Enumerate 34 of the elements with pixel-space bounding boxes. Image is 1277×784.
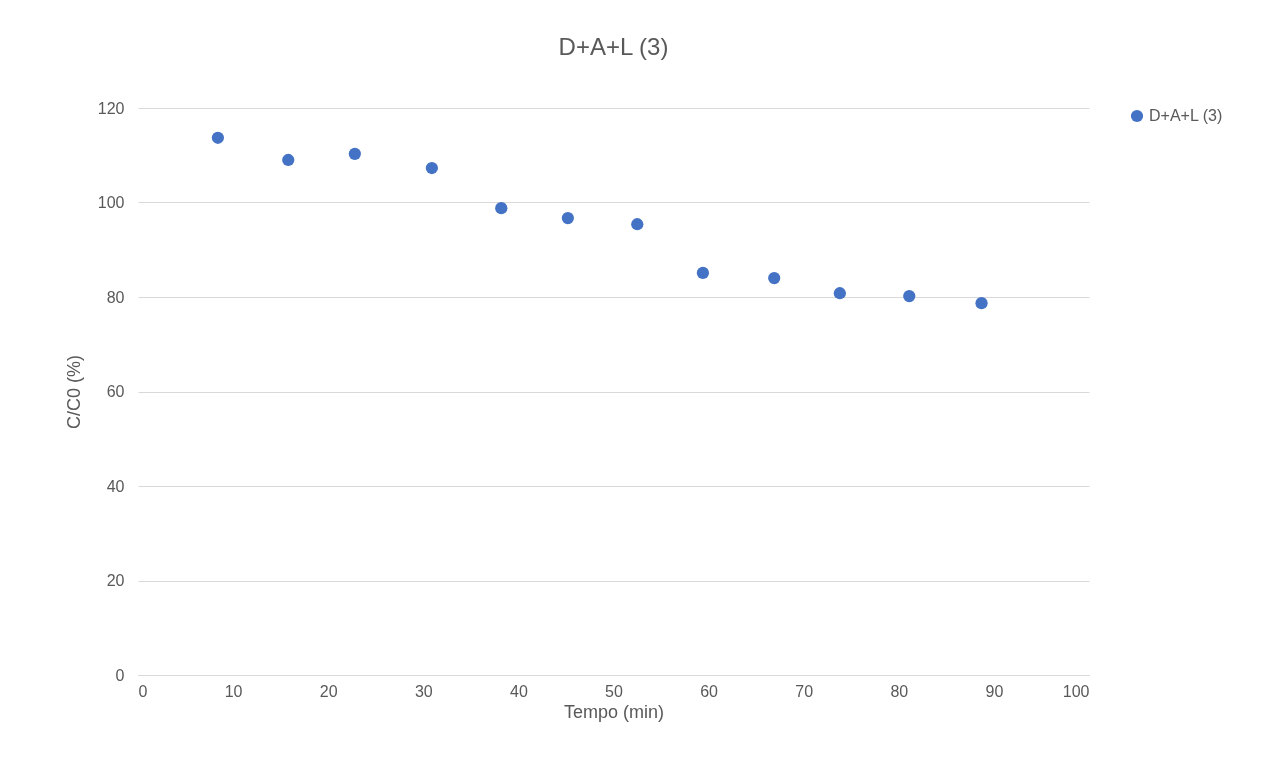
x-tick-label: 80 — [890, 682, 909, 700]
y-tick-label: 40 — [106, 477, 125, 495]
point — [211, 131, 225, 144]
point — [833, 287, 846, 300]
x-tick-label: 20 — [319, 682, 338, 700]
point — [561, 211, 574, 225]
legend-label: D+A+L (3) — [1149, 107, 1223, 124]
point — [631, 218, 644, 231]
y-tick-label: 60 — [106, 383, 125, 400]
point — [425, 161, 438, 175]
point — [975, 297, 988, 310]
point — [696, 266, 710, 280]
y-tick-label: 80 — [106, 288, 125, 306]
x-tick-label: 0 — [138, 682, 148, 700]
x-tick-label: 10 — [224, 682, 243, 700]
y-tick-label: 20 — [106, 572, 125, 589]
x-tick-label: 30 — [414, 682, 433, 700]
y-tick-label: 120 — [97, 99, 125, 117]
point — [348, 147, 361, 160]
x-tick-label: 60 — [700, 682, 719, 700]
chart-title: D+A+L (3) — [558, 33, 669, 60]
point — [768, 271, 781, 285]
y-axis-title: C/C0 (%) — [63, 354, 84, 430]
y-tick-label: 0 — [115, 666, 125, 684]
x-tick-label: 100 — [1062, 682, 1090, 700]
point — [495, 202, 508, 215]
point — [903, 289, 916, 303]
x-tick-label: 70 — [795, 682, 814, 700]
x-axis-title: Tempo (min) — [563, 701, 665, 722]
point — [282, 153, 295, 167]
x-tick-label: 90 — [985, 682, 1004, 700]
x-tick-label: 50 — [605, 682, 623, 700]
y-tick-label: 100 — [97, 194, 125, 211]
x-tick-label: 40 — [510, 682, 528, 700]
